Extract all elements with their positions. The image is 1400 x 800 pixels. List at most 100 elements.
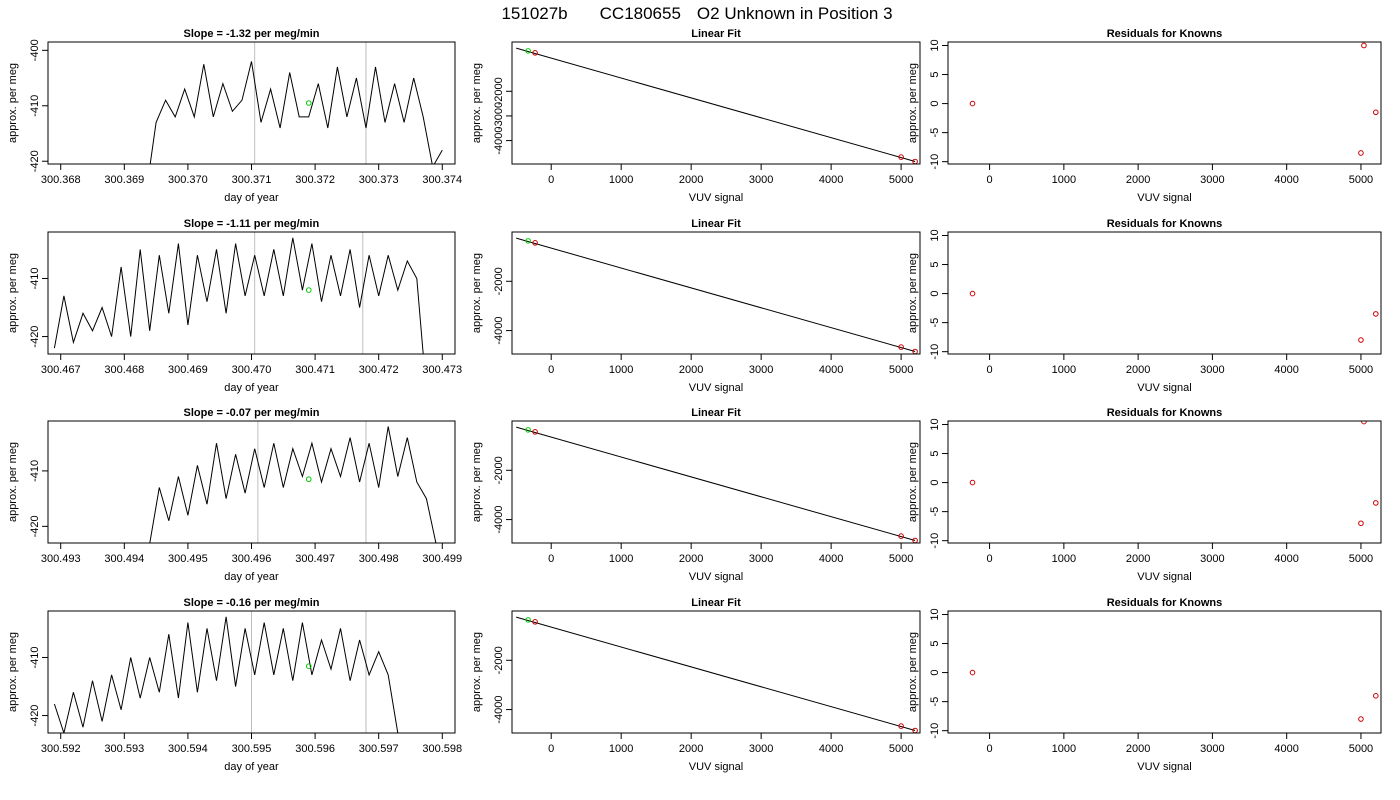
x-tick-label: 300.595 — [232, 743, 272, 755]
x-tick-label: 300.597 — [359, 743, 399, 755]
title-description: O2 Unknown in Position 3 — [697, 4, 893, 23]
plot-frame — [47, 231, 456, 355]
known-point — [898, 723, 904, 729]
x-tick-label: 2000 — [1126, 174, 1150, 186]
residual-point — [1358, 150, 1364, 156]
unknown-point — [525, 48, 531, 54]
x-axis-label: VUV signal — [1137, 761, 1191, 773]
y-axis-label: approx. per meg — [471, 632, 483, 712]
y-tick-label: 0 — [929, 101, 941, 107]
y-axis-label: approx. per meg — [471, 63, 483, 143]
x-axis-label: VUV signal — [689, 192, 743, 204]
x-tick-label: 2000 — [1126, 364, 1150, 376]
residual-point — [1358, 520, 1364, 527]
x-tick-label: 5000 — [1349, 743, 1373, 755]
y-tick-label: 10 — [929, 229, 941, 241]
residual-point — [1361, 421, 1367, 425]
plot-frame — [47, 610, 456, 734]
y-tick-label: -420 — [29, 515, 41, 537]
y-tick-label: 5 — [929, 71, 941, 77]
y-tick-label: -2000 — [493, 267, 505, 295]
residual-point — [1373, 500, 1379, 506]
x-tick-label: 1000 — [609, 174, 633, 186]
timeseries-panel-row-4: Slope = -0.16 per meg/min day of year appr… — [7, 597, 462, 773]
panel-title: Linear Fit — [691, 28, 741, 40]
y-axis-label: approx. per meg — [471, 442, 483, 522]
y-tick-label: 5 — [929, 261, 941, 267]
x-tick-label: 1000 — [609, 743, 633, 755]
y-tick-label: -2000 — [493, 77, 505, 105]
plot-frame — [947, 231, 1382, 355]
y-tick-label: 0 — [929, 480, 941, 486]
x-tick-label: 4000 — [1274, 553, 1298, 565]
plot-area — [516, 616, 918, 733]
y-tick-label: -10 — [929, 723, 941, 739]
x-tick-label: 300.471 — [295, 364, 335, 376]
y-tick-label: -420 — [29, 326, 41, 348]
plot-frame — [47, 41, 456, 165]
residual-point — [1373, 693, 1379, 699]
y-axis-label: approx. per meg — [907, 442, 919, 522]
known-point — [532, 619, 538, 625]
panel-title: Residuals for Knowns — [1107, 407, 1223, 419]
y-tick-label: -410 — [29, 646, 41, 668]
x-axis-label: VUV signal — [689, 571, 743, 583]
x-tick-label: 0 — [548, 364, 554, 376]
residual-point — [969, 479, 976, 486]
x-tick-label: 300.495 — [168, 553, 208, 565]
x-tick-label: 1000 — [1052, 364, 1076, 376]
unknown-mean-point — [305, 287, 312, 293]
x-tick-label: 300.496 — [232, 553, 272, 565]
signal-series-line — [53, 616, 399, 733]
y-tick-label: -4000 — [493, 506, 505, 534]
y-tick-label: -5 — [929, 507, 941, 517]
x-tick-label: 300.372 — [295, 174, 335, 186]
plot-area — [969, 421, 1379, 527]
x-tick-label: 2000 — [1126, 743, 1150, 755]
x-tick-label: 2000 — [679, 553, 703, 565]
unknown-mean-point — [305, 100, 312, 106]
y-tick-label: -410 — [29, 95, 41, 117]
residual-point — [1373, 109, 1379, 116]
x-tick-label: 3000 — [749, 553, 773, 565]
x-tick-label: 3000 — [1200, 553, 1224, 565]
y-tick-label: 0 — [929, 291, 941, 297]
x-tick-label: 300.497 — [295, 553, 335, 565]
x-tick-label: 4000 — [1274, 364, 1298, 376]
y-tick-label: -420 — [29, 705, 41, 727]
plot-frame — [511, 231, 921, 355]
x-tick-label: 300.371 — [232, 174, 272, 186]
x-tick-label: 3000 — [1200, 364, 1224, 376]
y-tick-label: 10 — [929, 608, 941, 620]
signal-series-line — [149, 426, 437, 543]
x-tick-label: 300.498 — [359, 553, 399, 565]
y-tick-label: -10 — [929, 154, 941, 170]
fit-line — [516, 426, 916, 542]
x-tick-label: 300.598 — [422, 743, 462, 755]
x-tick-label: 1000 — [609, 364, 633, 376]
chart-panels: Slope = -1.32 per meg/min day of year appr… — [7, 28, 1382, 773]
y-tick-label: -5 — [929, 128, 941, 138]
y-tick-label: -420 — [29, 150, 41, 172]
x-tick-label: 5000 — [889, 364, 913, 376]
x-tick-label: 300.499 — [422, 553, 462, 565]
fit-line — [516, 616, 916, 732]
x-tick-label: 1000 — [1052, 174, 1076, 186]
fit-line — [516, 47, 916, 163]
residual-point — [1358, 716, 1364, 722]
x-tick-label: 2000 — [1126, 553, 1150, 565]
x-axis-label: VUV signal — [1137, 382, 1191, 394]
residual-point — [1361, 42, 1367, 49]
panel-title: Slope = -1.11 per meg/min — [184, 218, 320, 230]
x-tick-label: 300.470 — [232, 364, 272, 376]
plot-area — [149, 42, 443, 164]
plot-frame — [947, 610, 1382, 734]
y-tick-label: -400 — [29, 39, 41, 61]
fit-panel-row-2: Linear Fit VUV signal approx. per meg 0 1000… — [471, 218, 921, 394]
y-tick-label: 0 — [929, 670, 941, 676]
y-tick-label: -5 — [929, 697, 941, 707]
x-tick-label: 0 — [548, 174, 554, 186]
x-tick-label: 1000 — [1052, 743, 1076, 755]
y-axis-label: approx. per meg — [907, 63, 919, 143]
